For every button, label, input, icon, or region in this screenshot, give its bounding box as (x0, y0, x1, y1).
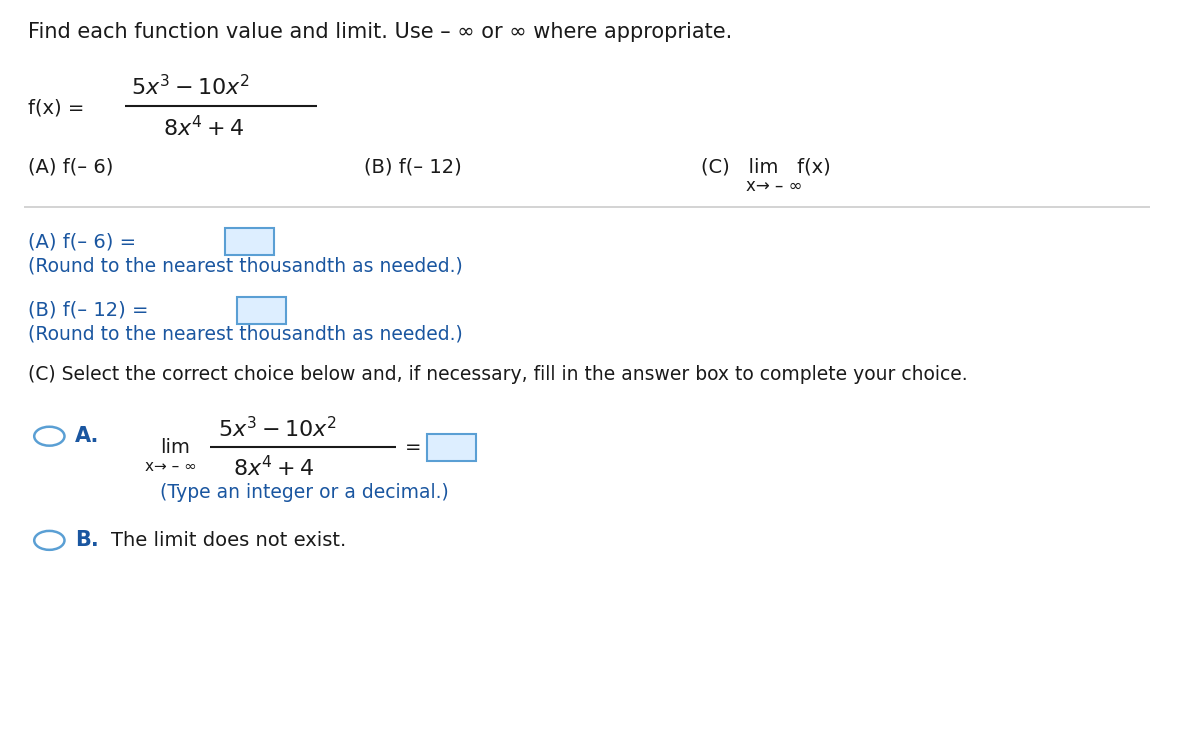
Text: $8x^4 + 4$: $8x^4 + 4$ (163, 115, 245, 141)
FancyBboxPatch shape (236, 297, 286, 324)
Text: (Round to the nearest thousandth as needed.): (Round to the nearest thousandth as need… (29, 257, 463, 276)
Circle shape (35, 531, 65, 550)
Text: (C)   lim   f(x): (C) lim f(x) (701, 157, 832, 176)
Text: (Type an integer or a decimal.): (Type an integer or a decimal.) (160, 483, 449, 502)
Circle shape (35, 426, 65, 446)
Text: x→ – ∞: x→ – ∞ (145, 459, 197, 474)
Text: (A) f(– 6) =: (A) f(– 6) = (29, 232, 137, 251)
Text: lim: lim (160, 437, 190, 457)
Text: Find each function value and limit. Use – ∞ or ∞ where appropriate.: Find each function value and limit. Use … (29, 22, 733, 42)
Text: (A) f(– 6): (A) f(– 6) (29, 157, 114, 176)
Text: (B) f(– 12) =: (B) f(– 12) = (29, 301, 149, 320)
FancyBboxPatch shape (427, 434, 475, 461)
Text: (B) f(– 12): (B) f(– 12) (364, 157, 462, 176)
Text: f(x) =: f(x) = (29, 99, 85, 118)
Text: (Round to the nearest thousandth as needed.): (Round to the nearest thousandth as need… (29, 324, 463, 344)
Text: =: = (404, 437, 421, 457)
Text: A.: A. (74, 426, 100, 446)
Text: $8x^4 + 4$: $8x^4 + 4$ (233, 455, 314, 480)
Text: $5x^3 - 10x^2$: $5x^3 - 10x^2$ (131, 74, 250, 99)
Text: B.: B. (74, 531, 98, 550)
Text: x→ – ∞: x→ – ∞ (745, 178, 802, 195)
Text: $5x^3 - 10x^2$: $5x^3 - 10x^2$ (218, 416, 337, 442)
FancyBboxPatch shape (226, 228, 274, 255)
Text: The limit does not exist.: The limit does not exist. (112, 531, 347, 550)
Text: (C) Select the correct choice below and, if necessary, fill in the answer box to: (C) Select the correct choice below and,… (29, 365, 968, 384)
